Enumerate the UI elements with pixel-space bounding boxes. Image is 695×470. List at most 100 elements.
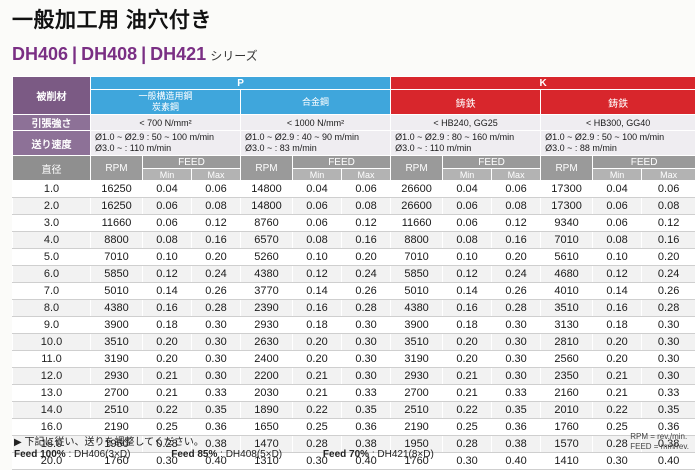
tensile-value: < 700 N/mm² xyxy=(91,115,241,131)
diameter-cell: 8.0 xyxy=(13,300,91,317)
table-cell: 0.40 xyxy=(492,453,541,470)
table-cell: 1760 xyxy=(541,419,593,436)
group-p-header: P xyxy=(91,77,391,90)
feed-note-label: Feed 100% xyxy=(14,449,66,460)
table-cell: 0.28 xyxy=(492,300,541,317)
table-cell: 1410 xyxy=(541,453,593,470)
table-cell: 0.35 xyxy=(342,402,391,419)
feed-speed-label: 送り速度 xyxy=(13,131,91,156)
feed-header: FEED xyxy=(593,156,695,169)
table-cell: 2700 xyxy=(91,385,143,402)
table-cell: 0.33 xyxy=(342,385,391,402)
feed-percent-notes: Feed 100% : DH406(3×D) Feed 85% : DH408(… xyxy=(14,449,472,460)
table-cell: 14800 xyxy=(241,198,293,215)
material-name-line1: 一般構造用鋼 xyxy=(91,91,240,102)
table-cell: 0.20 xyxy=(143,351,192,368)
table-cell: 0.08 xyxy=(293,232,342,249)
material-name-line2: 炭素鋼 xyxy=(91,102,240,113)
table-cell: 0.26 xyxy=(342,283,391,300)
units-legend: RPM = rev./min. FEED = mm/rev. xyxy=(630,432,689,452)
table-cell: 0.18 xyxy=(593,317,642,334)
feed-note-dh421: Feed 70% : DH421(8×D) xyxy=(323,449,434,460)
table-cell: 3770 xyxy=(241,283,293,300)
feed-condition: Ø1.0 ~ Ø2.9 : 80 ~ 160 m/min Ø3.0 ~ : 11… xyxy=(391,131,541,156)
table-cell: 3900 xyxy=(91,317,143,334)
table-cell: 8800 xyxy=(91,232,143,249)
table-cell: 26600 xyxy=(391,198,443,215)
table-cell: 0.33 xyxy=(192,385,241,402)
feed-min-header: Min xyxy=(443,169,492,181)
table-cell: 0.35 xyxy=(192,402,241,419)
table-cell: 3190 xyxy=(391,351,443,368)
feed-note-text: : DH408(5×D) xyxy=(217,449,282,460)
feed-note-label: Feed 70% xyxy=(323,449,369,460)
table-cell: 0.21 xyxy=(143,368,192,385)
table-cell: 0.21 xyxy=(593,368,642,385)
table-cell: 0.20 xyxy=(593,334,642,351)
table-cell: 11660 xyxy=(91,215,143,232)
feed-condition: Ø1.0 ~ Ø2.9 : 40 ~ 90 m/min Ø3.0 ~ : 83 … xyxy=(241,131,391,156)
table-cell: 2630 xyxy=(241,334,293,351)
table-cell: 0.21 xyxy=(593,385,642,402)
table-cell: 0.25 xyxy=(293,419,342,436)
diameter-cell: 10.0 xyxy=(13,334,91,351)
table-cell: 0.08 xyxy=(143,232,192,249)
feed-min-header: Min xyxy=(593,169,642,181)
table-cell: 2190 xyxy=(391,419,443,436)
table-cell: 0.25 xyxy=(443,419,492,436)
table-cell: 0.20 xyxy=(642,249,695,266)
table-cell: 0.21 xyxy=(443,385,492,402)
table-cell: 0.22 xyxy=(593,402,642,419)
table-cell: 0.33 xyxy=(642,385,695,402)
table-cell: 0.40 xyxy=(642,453,695,470)
series-name-dh421: DH421 xyxy=(150,44,206,64)
table-cell: 0.16 xyxy=(143,300,192,317)
feed-condition-line1: Ø1.0 ~ Ø2.9 : 50 ~ 100 m/min xyxy=(545,132,695,143)
feed-condition-line2: Ø3.0 ~ : 88 m/min xyxy=(545,143,695,154)
table-cell: 3190 xyxy=(91,351,143,368)
table-cell: 0.18 xyxy=(443,317,492,334)
table-cell: 0.38 xyxy=(492,436,541,453)
table-cell: 0.06 xyxy=(642,181,695,198)
table-cell: 4680 xyxy=(541,266,593,283)
table-cell: 0.04 xyxy=(143,181,192,198)
table-cell: 0.20 xyxy=(593,351,642,368)
table-cell: 0.22 xyxy=(293,402,342,419)
table-cell: 5010 xyxy=(391,283,443,300)
diameter-cell: 11.0 xyxy=(13,351,91,368)
table-cell: 0.21 xyxy=(293,385,342,402)
table-cell: 2350 xyxy=(541,368,593,385)
table-cell: 3510 xyxy=(541,300,593,317)
table-cell: 0.06 xyxy=(293,198,342,215)
table-cell: 3510 xyxy=(91,334,143,351)
table-cell: 5610 xyxy=(541,249,593,266)
table-cell: 0.22 xyxy=(143,402,192,419)
table-cell: 0.36 xyxy=(342,419,391,436)
table-cell: 0.06 xyxy=(192,181,241,198)
table-cell: 0.20 xyxy=(443,334,492,351)
table-cell: 0.06 xyxy=(143,198,192,215)
feed-condition-line1: Ø1.0 ~ Ø2.9 : 40 ~ 90 m/min xyxy=(245,132,390,143)
table-cell: 26600 xyxy=(391,181,443,198)
material-alloy-steel: 合金鋼 xyxy=(241,90,391,115)
rpm-header: RPM xyxy=(391,156,443,181)
diameter-cell: 5.0 xyxy=(13,249,91,266)
feed-max-header: Max xyxy=(192,169,241,181)
tensile-value: < 1000 N/mm² xyxy=(241,115,391,131)
table-cell: 0.30 xyxy=(192,351,241,368)
table-cell: 8760 xyxy=(241,215,293,232)
table-cell: 1650 xyxy=(241,419,293,436)
table-cell: 0.20 xyxy=(342,249,391,266)
table-cell: 0.36 xyxy=(492,419,541,436)
table-cell: 3900 xyxy=(391,317,443,334)
table-cell: 0.12 xyxy=(342,215,391,232)
